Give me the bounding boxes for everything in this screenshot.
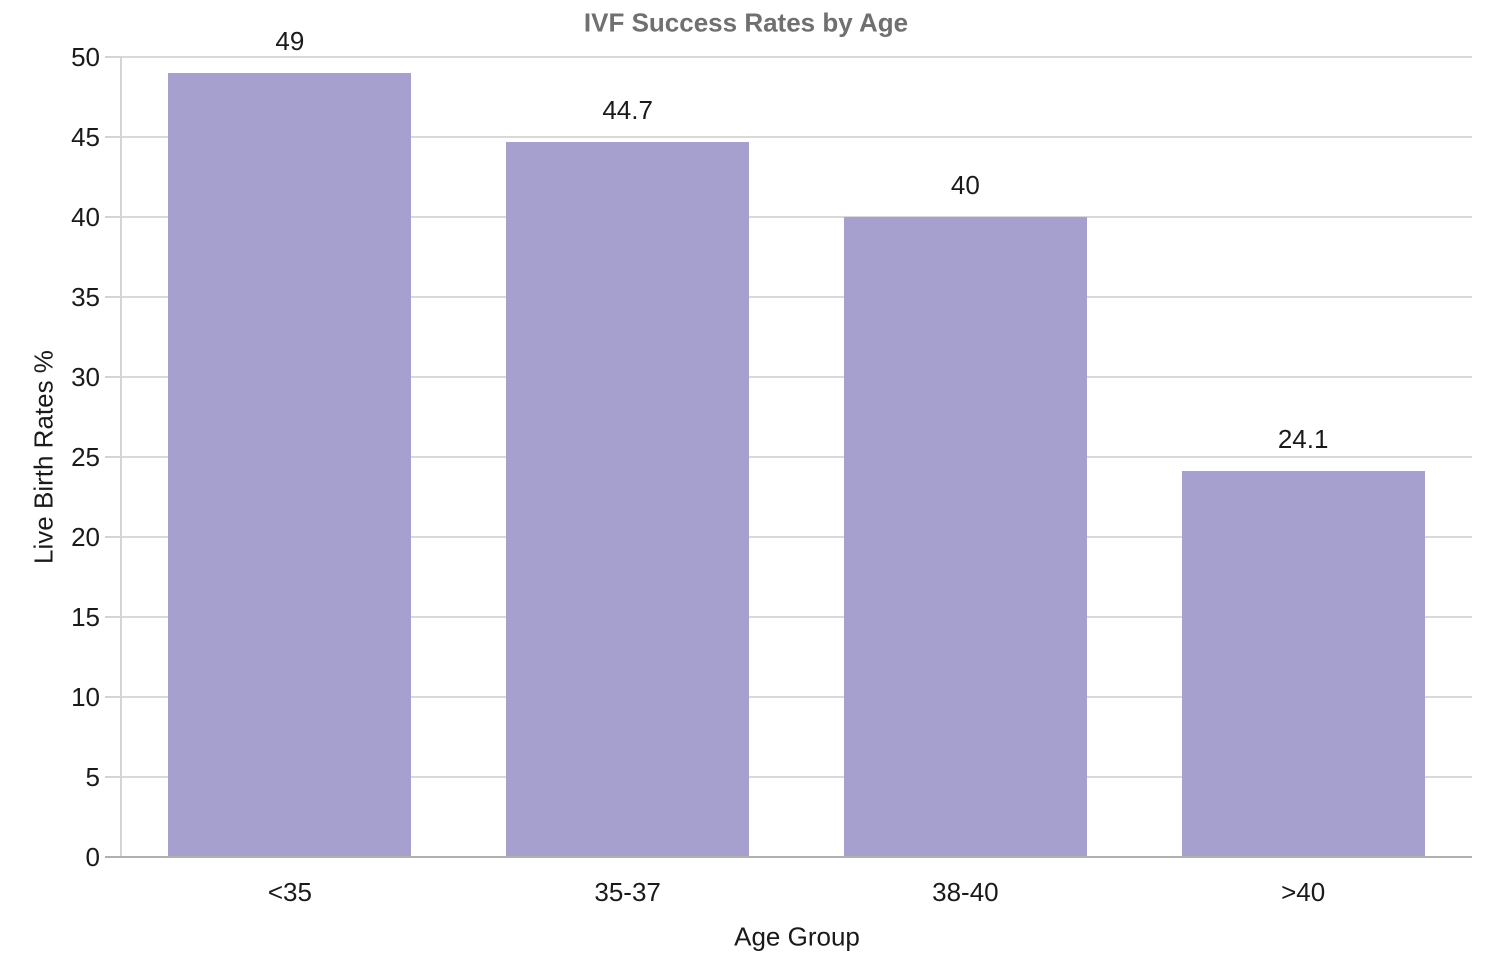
y-tick-label: 45 — [71, 122, 100, 152]
bar-value-label: 49 — [275, 26, 305, 56]
y-tick-mark — [105, 56, 121, 58]
y-tick-label: 35 — [71, 282, 100, 312]
x-tick-label: 38-40 — [932, 877, 999, 907]
chart-title: IVF Success Rates by Age — [583, 7, 909, 38]
y-tick-mark — [105, 776, 121, 778]
bar — [168, 73, 412, 857]
y-tick-label: 50 — [71, 42, 100, 72]
bar-value-label: 40 — [950, 170, 980, 200]
y-tick-mark — [105, 456, 121, 458]
y-tick-mark — [105, 136, 121, 138]
y-axis-line — [120, 57, 122, 857]
y-gridline — [121, 776, 1472, 778]
y-tick-label: 5 — [85, 762, 100, 792]
y-gridline — [121, 216, 1472, 218]
y-gridline — [121, 456, 1472, 458]
y-tick-label: 15 — [71, 602, 100, 632]
y-tick-mark — [105, 376, 121, 378]
bar — [506, 141, 750, 857]
y-tick-label: 10 — [71, 682, 100, 712]
y-tick-mark — [105, 536, 121, 538]
y-tick-mark — [105, 616, 121, 618]
y-tick-label: 30 — [71, 362, 100, 392]
x-tick-label: 35-37 — [594, 877, 661, 907]
y-tick-label: 25 — [71, 442, 100, 472]
bar-value-label: 24.1 — [1277, 424, 1329, 455]
y-gridline — [121, 616, 1472, 618]
bar — [1181, 471, 1425, 857]
x-axis-baseline — [105, 856, 1472, 858]
y-tick-mark — [105, 216, 121, 218]
bar — [843, 217, 1087, 857]
x-tick-label: >40 — [1281, 877, 1326, 907]
bar-value-label: 44.7 — [602, 94, 653, 125]
y-gridline — [121, 296, 1472, 298]
y-tick-label: 0 — [85, 842, 100, 872]
y-tick-mark — [105, 296, 121, 298]
y-gridline — [121, 696, 1472, 698]
y-tick-label: 40 — [71, 202, 100, 232]
y-tick-mark — [105, 696, 121, 698]
x-axis-title: Age Group — [734, 921, 860, 952]
y-tick-label: 20 — [71, 522, 100, 552]
y-gridline — [121, 536, 1472, 538]
y-gridline — [121, 56, 1472, 58]
y-gridline — [121, 376, 1472, 378]
x-tick-label: <35 — [267, 877, 312, 907]
y-gridline — [121, 136, 1472, 138]
